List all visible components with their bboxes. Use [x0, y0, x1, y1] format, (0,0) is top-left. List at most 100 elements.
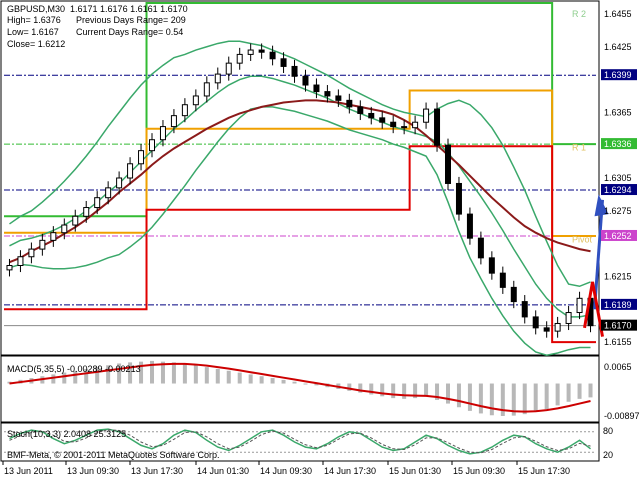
- candle-body: [357, 106, 364, 114]
- macd-histogram-bar: [259, 376, 264, 384]
- candle-body: [203, 82, 210, 97]
- price-label-box: [601, 184, 637, 196]
- stoch-signal-line: [9, 429, 591, 454]
- price-level-label: 1.6399: [604, 70, 632, 80]
- pivot-level-text: R 2: [572, 9, 586, 19]
- macd-histogram-bar: [62, 372, 67, 384]
- pivot-line-r2: [4, 2, 596, 218]
- time-label: 14 Jun 17:30: [324, 466, 376, 476]
- time-label: 15 Jun 09:30: [453, 466, 505, 476]
- price-level-label: 1.6275: [604, 206, 632, 216]
- macd-histogram-bar: [84, 368, 89, 384]
- candle-body: [181, 104, 188, 117]
- macd-histogram-bar: [588, 383, 593, 398]
- macd-title: MACD(5,35,5) -0.00289 -0.00213: [7, 364, 141, 374]
- macd-histogram-bar: [128, 362, 133, 384]
- candle-body: [214, 73, 221, 84]
- macd-histogram-bar: [478, 383, 483, 414]
- stochastic-panel[interactable]: [4, 428, 596, 455]
- stoch-panel-frame: [0, 422, 600, 462]
- macd-histogram-bar: [391, 383, 396, 399]
- candle-body: [466, 213, 473, 239]
- candle-body: [488, 257, 495, 274]
- time-axis: 13 Jun 2011 13 Jun 09:30 13 Jun 17:30 14 Ju…: [2, 461, 570, 476]
- price-level-label: 1.6170: [604, 321, 632, 331]
- macd-histogram-bar: [358, 383, 363, 393]
- macd-signal-line: [9, 362, 591, 413]
- macd-panel[interactable]: [7, 360, 593, 416]
- macd-histogram-bar: [467, 383, 472, 411]
- time-label: 14 Jun 09:30: [260, 466, 312, 476]
- macd-histogram-bar: [522, 383, 527, 415]
- candle-body: [379, 117, 386, 123]
- candle-body: [138, 150, 145, 165]
- candle-body: [302, 75, 309, 86]
- candle-body: [291, 65, 298, 77]
- macd-histogram-bar: [413, 383, 418, 399]
- candle-body: [6, 265, 13, 271]
- candle-body: [412, 121, 419, 129]
- price-level-label: 1.6425: [604, 42, 632, 52]
- macd-histogram-bar: [456, 383, 461, 408]
- macd-histogram-bar: [226, 370, 231, 384]
- macd-histogram-bar: [117, 363, 122, 384]
- candle-body: [554, 322, 561, 332]
- candle-body: [236, 53, 243, 64]
- candle-body: [445, 144, 451, 184]
- stoch-main-line: [9, 428, 591, 455]
- price-label-box: [601, 319, 637, 331]
- moving-average-line: [9, 99, 591, 264]
- macd-histogram-bar: [435, 383, 440, 400]
- main-price-panel[interactable]: R 2 R 1 Pivot: [4, 2, 609, 356]
- macd-histogram-bar: [380, 383, 385, 397]
- price-level-label: 1.6215: [604, 271, 632, 281]
- candle-body: [116, 177, 123, 189]
- candle-body: [127, 163, 134, 179]
- macd-histogram-bar: [500, 383, 505, 416]
- arrow-down-icon: [583, 281, 604, 337]
- time-label: 13 Jun 17:30: [131, 466, 183, 476]
- macd-histogram-bar: [248, 374, 253, 384]
- low-value: Low= 1.6167: [7, 27, 59, 37]
- time-label: 13 Jun 2011: [4, 466, 53, 476]
- macd-histogram-bar: [150, 360, 154, 384]
- candle-body: [576, 297, 583, 314]
- macd-histogram-bar: [544, 383, 549, 410]
- macd-histogram-bar: [270, 378, 275, 384]
- macd-histogram-bar: [314, 383, 319, 386]
- macd-histogram-bar: [73, 370, 78, 384]
- candle-body: [247, 49, 254, 55]
- macd-histogram-bar: [204, 367, 209, 384]
- candle-body: [434, 108, 441, 146]
- main-panel-frame: [0, 0, 600, 356]
- candle-body: [324, 91, 331, 97]
- candle-body: [521, 301, 528, 318]
- candle-body: [565, 312, 572, 324]
- candle-body: [149, 139, 155, 152]
- macd-histogram-bar: [555, 383, 560, 406]
- price-label-box: [601, 138, 637, 150]
- macd-histogram-bar: [95, 367, 100, 384]
- high-value: High= 1.6376: [7, 15, 61, 25]
- candle-body: [280, 58, 287, 67]
- macd-histogram-bar: [303, 383, 308, 385]
- copyright-footer: BMF-Meta, © 2001-2011 MetaQuotes Softwar…: [7, 450, 220, 460]
- macd-histogram-bar: [424, 383, 429, 397]
- candle-body: [225, 62, 232, 75]
- macd-tick-bottom: -0.00897: [604, 411, 640, 421]
- candle-body: [94, 197, 101, 209]
- candle-body: [543, 327, 550, 332]
- candle-body: [105, 187, 112, 199]
- time-label: 15 Jun 17:30: [518, 466, 570, 476]
- price-label-box: [601, 69, 637, 81]
- price-level-label: 1.6189: [604, 300, 632, 310]
- current-days-range: Current Days Range= 0.54: [76, 27, 184, 37]
- macd-histogram-bar: [566, 383, 571, 402]
- candle-body: [346, 99, 353, 108]
- macd-histogram-bar: [139, 361, 144, 384]
- price-level-label: 1.6155: [604, 337, 632, 347]
- macd-histogram-bar: [402, 383, 407, 399]
- price-level-label: 1.6365: [604, 107, 632, 117]
